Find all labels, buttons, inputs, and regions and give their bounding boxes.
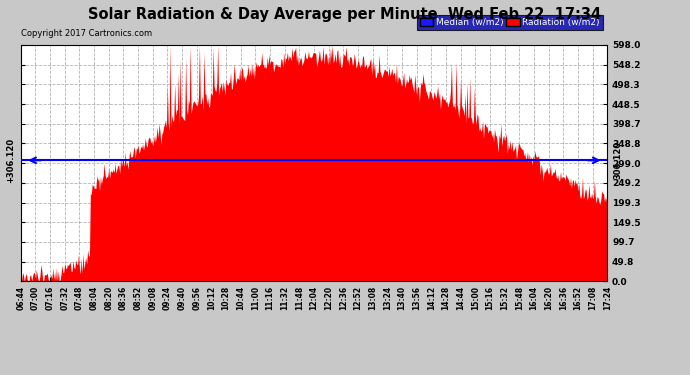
Text: 306.120: 306.120 <box>613 141 622 179</box>
Text: Solar Radiation & Day Average per Minute  Wed Feb 22  17:34: Solar Radiation & Day Average per Minute… <box>88 8 602 22</box>
Text: Copyright 2017 Cartronics.com: Copyright 2017 Cartronics.com <box>21 29 152 38</box>
Legend: Median (w/m2), Radiation (w/m2): Median (w/m2), Radiation (w/m2) <box>417 15 602 30</box>
Text: +306.120: +306.120 <box>6 138 15 183</box>
